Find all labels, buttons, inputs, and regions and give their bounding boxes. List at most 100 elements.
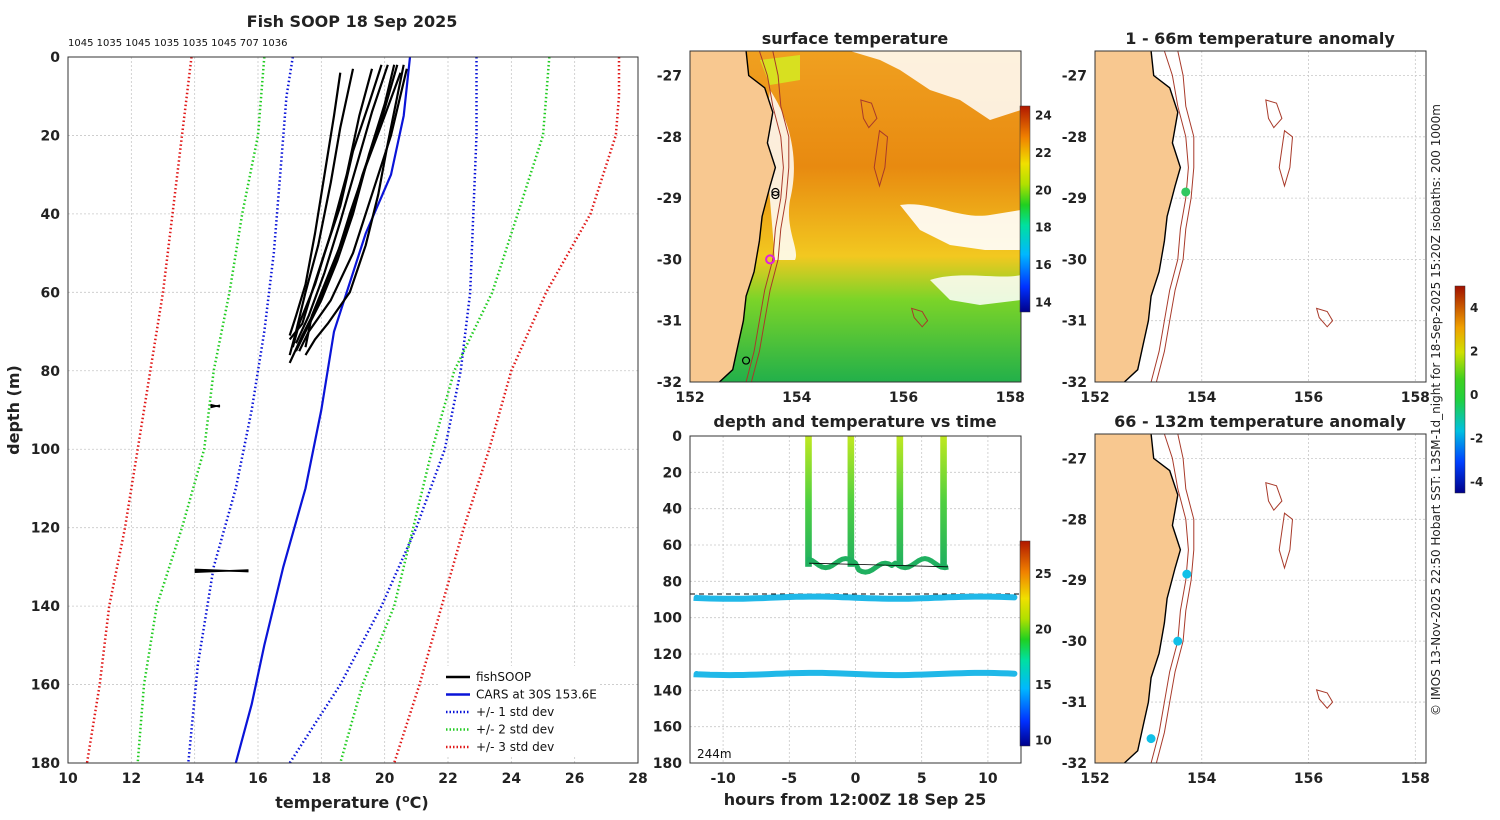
vessel-marker xyxy=(771,187,780,197)
time-depth-xlabel: hours from 12:00Z 18 Sep 25 xyxy=(724,790,986,809)
vessel-marker xyxy=(741,356,751,365)
anomaly-colorbar-tick: -2 xyxy=(1470,432,1483,446)
isobath-200 xyxy=(1150,51,1189,382)
profile-xtick: 20 xyxy=(375,771,395,787)
profile-xtick: 24 xyxy=(502,771,522,787)
anomaly-point xyxy=(1181,187,1191,197)
sst-colorbar-tick: 20 xyxy=(1035,183,1052,197)
td-ytick: 80 xyxy=(663,574,683,590)
td-xtick: 0 xyxy=(851,771,861,787)
time-depth-colorbar-ticks: 10 15 20 25 xyxy=(1035,567,1052,747)
sst-patch-yellow xyxy=(760,55,800,85)
anomaly-shallow-ticks: 152 154 156 158 -27 -28 -29 -30 -31 -32 xyxy=(1062,69,1430,406)
bottom-trace xyxy=(806,556,949,575)
deep-series-band xyxy=(693,669,1018,679)
td-colorbar-tick: 20 xyxy=(1035,623,1052,637)
time-depth-panel: depth and temperature vs time -10 -5 0 5 100… xyxy=(653,412,1052,809)
fish-cluster xyxy=(194,569,249,574)
td-ytick: 160 xyxy=(653,720,682,736)
coastline xyxy=(1123,434,1182,763)
profile-ytick: 60 xyxy=(41,285,61,301)
cars-mean-line xyxy=(234,57,412,763)
td-xtick: -10 xyxy=(710,771,736,787)
isobath-200 xyxy=(1150,434,1189,763)
cloud-mask-south xyxy=(930,275,1021,305)
map-ytick: -29 xyxy=(1062,191,1087,207)
seamount-isobath xyxy=(1265,99,1283,129)
legend-label: fishSOOP xyxy=(476,670,531,684)
map-xtick: 158 xyxy=(1401,390,1430,406)
highlight-marker xyxy=(765,254,776,265)
profile-xlabel: temperature (oC) xyxy=(275,792,428,812)
sst-colorbar-tick: 24 xyxy=(1035,108,1052,122)
std-line-2std-upper xyxy=(339,57,551,763)
profile-ticks: 10 12 14 16 18 20 22 24 26 28 0 20 40 60 80 100 120 140 16… xyxy=(31,50,648,787)
profile-ytick: 160 xyxy=(31,678,60,694)
profile-xtick: 16 xyxy=(248,771,267,787)
profile-ytick: 180 xyxy=(31,756,60,772)
anomaly-deep-panel: 66 - 132m temperature anomaly 152 154 156 1… xyxy=(1062,412,1430,787)
isobath-1000 xyxy=(750,51,790,382)
profile-xtick: 26 xyxy=(565,771,584,787)
sst-markers xyxy=(741,187,780,365)
td-ytick: 120 xyxy=(653,647,682,663)
profile-ytick: 20 xyxy=(41,128,61,144)
map-ytick: -29 xyxy=(657,191,682,207)
anomaly-colorbar-tick: 4 xyxy=(1470,301,1478,315)
sst-colorbar-ticks: 14 16 18 20 22 24 xyxy=(1035,108,1052,309)
map-ytick: -28 xyxy=(1062,130,1087,146)
land-area xyxy=(1095,434,1181,763)
profile-ytick: 80 xyxy=(41,364,61,380)
credit-text: © IMOS 13-Nov-2025 22:50 Hobart SST: L3S… xyxy=(1429,104,1443,716)
anomaly-shallow-panel: 1 - 66m temperature anomaly 152 154 156 158… xyxy=(1062,29,1430,406)
map-ytick: -29 xyxy=(1062,573,1087,589)
land-area xyxy=(1095,51,1181,382)
profile-xtick: 28 xyxy=(628,771,647,787)
profile-frame xyxy=(67,56,639,764)
map-xtick: 158 xyxy=(1401,771,1430,787)
anomaly-deep-frame xyxy=(1094,433,1427,764)
map-xtick: 154 xyxy=(1187,771,1216,787)
fish-profile xyxy=(295,64,389,344)
td-colorbar-tick: 25 xyxy=(1035,567,1052,581)
td-xtick: 5 xyxy=(917,771,927,787)
time-depth-title: depth and temperature vs time xyxy=(713,412,996,431)
map-ytick: -27 xyxy=(1062,69,1087,85)
td-ytick: 60 xyxy=(663,538,683,554)
profile-xtick: 14 xyxy=(185,771,205,787)
profile-ytick: 40 xyxy=(41,207,61,223)
map-ytick: -28 xyxy=(1062,512,1087,528)
sst-colorbar-tick: 18 xyxy=(1035,221,1052,235)
vessel-marker xyxy=(771,190,780,200)
td-ytick: 100 xyxy=(653,611,682,627)
map-xtick: 156 xyxy=(889,390,918,406)
map-ytick: -32 xyxy=(1062,756,1087,772)
profile-lines xyxy=(85,57,621,763)
map-ytick: -31 xyxy=(1062,695,1087,711)
isobath-1000 xyxy=(1155,434,1195,763)
seamount-isobath xyxy=(1278,512,1294,570)
fish-profile xyxy=(288,64,383,341)
legend-label: +/- 2 std dev xyxy=(476,723,554,737)
td-colorbar-tick: 10 xyxy=(1035,733,1052,747)
map-xtick: 152 xyxy=(1080,390,1109,406)
map-ytick: -30 xyxy=(1062,634,1088,650)
profile-xtick: 18 xyxy=(312,771,331,787)
seamount-isobath xyxy=(1265,482,1283,512)
seamount-isobath xyxy=(1278,129,1294,188)
map-ytick: -27 xyxy=(657,69,682,85)
cloud-mask-east xyxy=(900,204,1021,250)
fish-profile xyxy=(304,64,405,356)
map-ytick: -31 xyxy=(1062,314,1087,330)
dive-trace xyxy=(940,436,947,567)
td-xtick: -5 xyxy=(782,771,798,787)
anomaly-point xyxy=(1182,569,1192,579)
anomaly-deep-title: 66 - 132m temperature anomaly xyxy=(1114,412,1406,431)
anomaly-colorbar xyxy=(1454,285,1466,494)
anomaly-deep-ticks: 152 154 156 158 -27 -28 -29 -30 -31 -32 xyxy=(1062,451,1430,787)
map-xtick: 158 xyxy=(996,390,1025,406)
anomaly-point xyxy=(1173,636,1183,646)
isobath-1000 xyxy=(1155,51,1195,382)
